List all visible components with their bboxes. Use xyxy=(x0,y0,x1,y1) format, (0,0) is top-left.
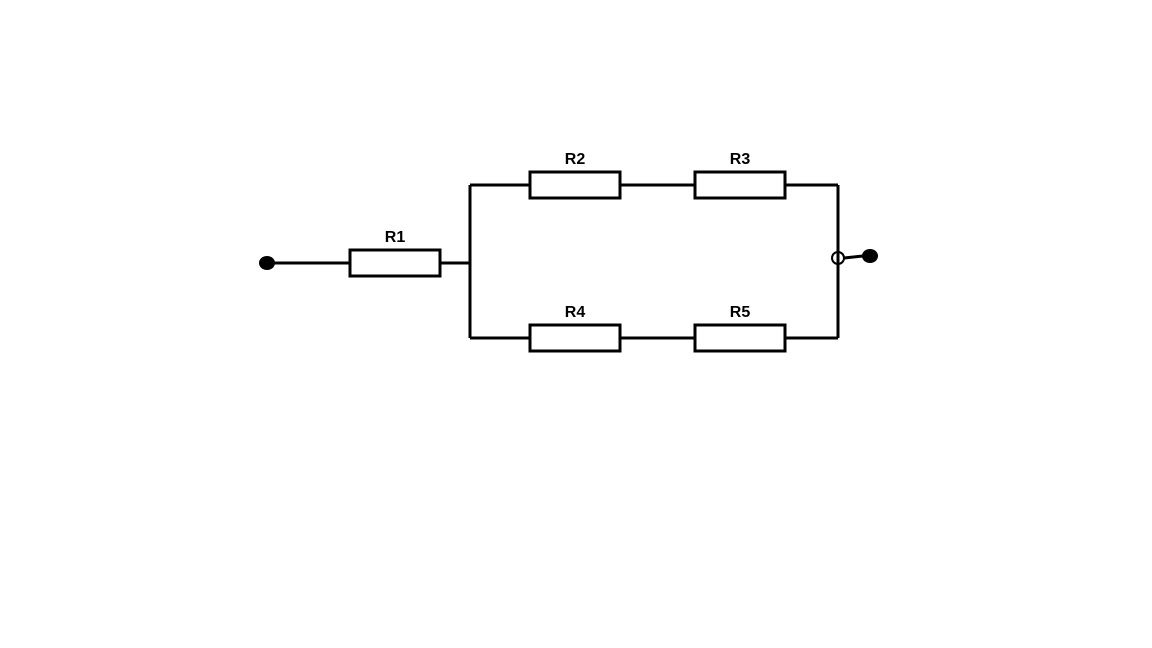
circuit-diagram: R1 R2 R3 R4 R5 xyxy=(0,0,1152,648)
label-r1: R1 xyxy=(385,229,406,246)
left-terminal xyxy=(259,256,275,270)
resistor-r2 xyxy=(530,172,620,198)
label-r5: R5 xyxy=(730,304,751,321)
resistor-r3 xyxy=(695,172,785,198)
label-r3: R3 xyxy=(730,151,751,168)
resistor-r1 xyxy=(350,250,440,276)
label-r2: R2 xyxy=(565,151,586,168)
resistor-r4 xyxy=(530,325,620,351)
right-terminal xyxy=(862,249,878,263)
wire-ring-to-right-terminal xyxy=(844,256,863,258)
label-r4: R4 xyxy=(565,304,586,321)
resistor-r5 xyxy=(695,325,785,351)
